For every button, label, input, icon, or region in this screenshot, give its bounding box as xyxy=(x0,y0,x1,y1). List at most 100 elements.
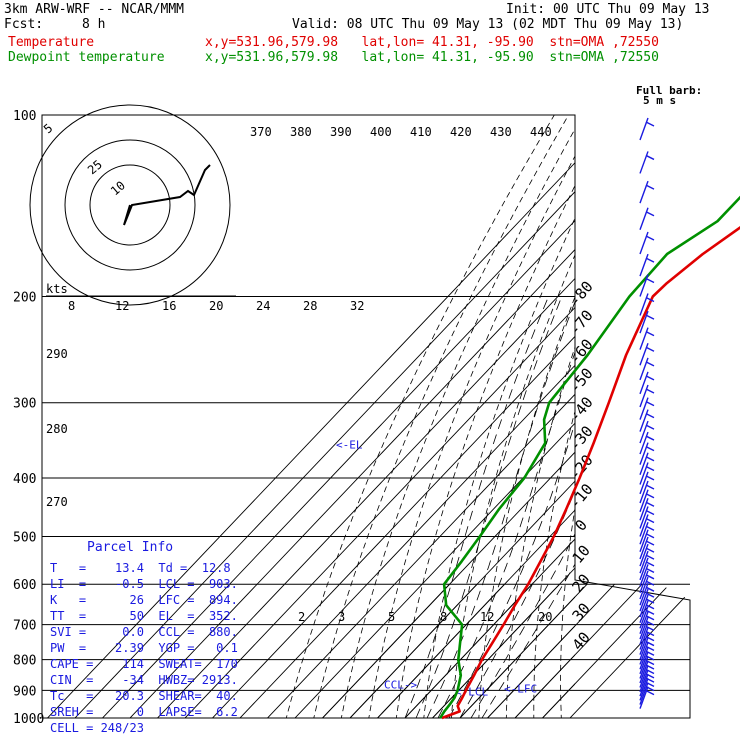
hodograph-ring-label: 5 xyxy=(41,121,56,136)
isotherm xyxy=(337,583,478,718)
wind-barb xyxy=(639,180,649,204)
parcel-info-title: Parcel Info xyxy=(87,540,174,555)
pressure-tick-label: 500 xyxy=(13,530,36,545)
isotherm xyxy=(294,422,575,718)
wind-barb xyxy=(639,409,649,432)
wind-barb-flag xyxy=(645,424,655,430)
wind-barb-flag xyxy=(645,475,655,481)
pressure-tick-label: 700 xyxy=(13,619,36,634)
isotherm xyxy=(46,162,575,718)
hodograph-speed-label: 16 xyxy=(162,299,176,313)
dry-adiabat xyxy=(368,155,575,718)
valid-time: Valid: 08 UTC Thu 09 May 13 (02 MDT Thu … xyxy=(292,17,684,32)
wind-barb xyxy=(639,253,649,277)
theta-label: 370 xyxy=(250,125,272,139)
temperature-trace xyxy=(441,226,740,720)
isotherm xyxy=(184,306,575,718)
parcel-info-row: SVI = 0.0 CCL = 880. xyxy=(50,625,238,639)
isotherm-label: -80 xyxy=(566,278,597,310)
wind-barb-flag xyxy=(645,635,655,642)
theta-label-left: 270 xyxy=(46,495,68,509)
dry-adiabat xyxy=(340,128,575,718)
wind-barb-flag xyxy=(645,121,655,127)
dry-adiabat xyxy=(533,409,575,718)
wind-barb-flag xyxy=(645,580,655,586)
wind-barb-flag xyxy=(645,554,655,560)
dry-adiabat xyxy=(423,217,575,718)
forecast-label: Fcst: xyxy=(4,17,44,32)
isotherm xyxy=(502,583,643,718)
wind-legend-units: 5 m s xyxy=(643,94,676,107)
isotherm xyxy=(239,364,575,718)
hodograph-trace xyxy=(123,164,211,226)
mixing-ratio-label: 2 xyxy=(298,610,305,624)
isotherm xyxy=(530,583,670,718)
wind-barb xyxy=(639,384,649,408)
isotherm xyxy=(74,191,575,718)
parcel-info-row: T = 13.4 Td = 12.8 xyxy=(50,561,231,575)
el-marker: <-EL xyxy=(336,439,363,452)
pressure-tick-label: 300 xyxy=(13,397,36,412)
wind-barb-flag xyxy=(645,609,655,615)
isotherm xyxy=(447,583,588,718)
ccl-marker: CCL-> xyxy=(384,679,417,692)
hodograph-spacer xyxy=(30,105,225,110)
wind-barb-flag xyxy=(645,277,655,284)
isotherm xyxy=(266,393,575,718)
isotherm xyxy=(310,583,450,718)
theta-label: 400 xyxy=(370,125,392,139)
wind-barb-flag xyxy=(645,235,655,241)
mixing-ratio-label: 3 xyxy=(338,610,345,624)
pressure-tick-label: 900 xyxy=(13,684,36,699)
wind-legend-title: Full barb: xyxy=(636,84,702,97)
sounding-traces xyxy=(439,195,740,720)
wind-barb-flag xyxy=(645,154,655,161)
isotherm-label: -10 xyxy=(566,480,597,512)
dry-adiabat xyxy=(706,115,740,731)
wind-barb-flag xyxy=(645,517,655,524)
hodograph-ring-label: 10 xyxy=(108,178,128,198)
wind-barb xyxy=(639,274,649,297)
mixing-ratio-label: 8 xyxy=(440,610,447,624)
legend-temperature: Temperature xyxy=(8,35,95,50)
mixing-ratio-label: 12 xyxy=(480,610,494,624)
isotherm xyxy=(365,583,505,718)
parcel-info-row: PW = 2.39 YGP = 0.1 xyxy=(50,641,238,655)
dry-adiabat xyxy=(505,345,575,718)
wind-barb-flag xyxy=(645,484,655,490)
dry-adiabat xyxy=(395,184,575,718)
theta-label: 390 xyxy=(330,125,352,139)
wind-barb-flag xyxy=(645,314,655,320)
theta-label: 410 xyxy=(410,125,432,139)
theta-label-left: 290 xyxy=(46,347,68,361)
wind-barb xyxy=(639,397,649,420)
theta-label-left: 280 xyxy=(46,422,68,436)
parcel-info-row: CAPE = 114 SWEAT= 170 xyxy=(50,657,238,671)
isotherm-label: 10 xyxy=(568,542,593,567)
parcel-info-row: CIN = -34 HWBZ= 2913. xyxy=(50,673,238,687)
isotherm xyxy=(392,583,533,718)
parcel-info-row: CELL = 248/23 xyxy=(50,721,144,735)
hodograph-speed-label: 28 xyxy=(303,299,317,313)
isotherm-label: 40 xyxy=(568,628,593,653)
wind-barb-flag xyxy=(645,690,655,696)
dry-adiabat xyxy=(612,115,725,731)
pressure-tick-label: 100 xyxy=(13,109,36,124)
isotherm xyxy=(557,583,690,718)
isotherm xyxy=(514,654,575,718)
wind-barb-flag xyxy=(645,296,655,303)
wind-barb-flag xyxy=(645,456,655,462)
isotherm xyxy=(404,538,575,718)
dry-adiabat xyxy=(285,115,555,718)
theta-label: 420 xyxy=(450,125,472,139)
parcel-info-row: Tc = 20.3 SHEAR= 40. xyxy=(50,689,238,703)
legend-temperature-location: x,y=531.96,579.98 lat,lon= 41.31, -95.90… xyxy=(205,35,659,50)
isotherm xyxy=(129,248,575,718)
isotherm xyxy=(321,451,575,718)
isotherm xyxy=(156,277,575,718)
moist-adiabat xyxy=(404,296,549,718)
hodograph-speed-label: 32 xyxy=(350,299,364,313)
wind-barb-flag xyxy=(645,211,655,217)
